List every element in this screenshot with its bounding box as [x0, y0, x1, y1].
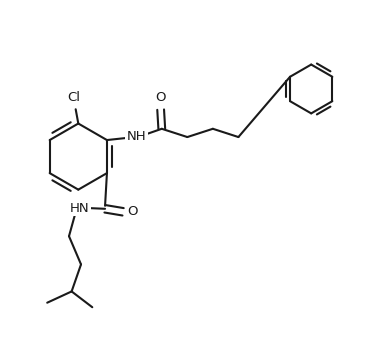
- Text: O: O: [128, 205, 138, 218]
- Text: HN: HN: [70, 202, 89, 215]
- Text: O: O: [155, 91, 166, 104]
- Text: NH: NH: [126, 130, 146, 143]
- Text: Cl: Cl: [67, 91, 80, 104]
